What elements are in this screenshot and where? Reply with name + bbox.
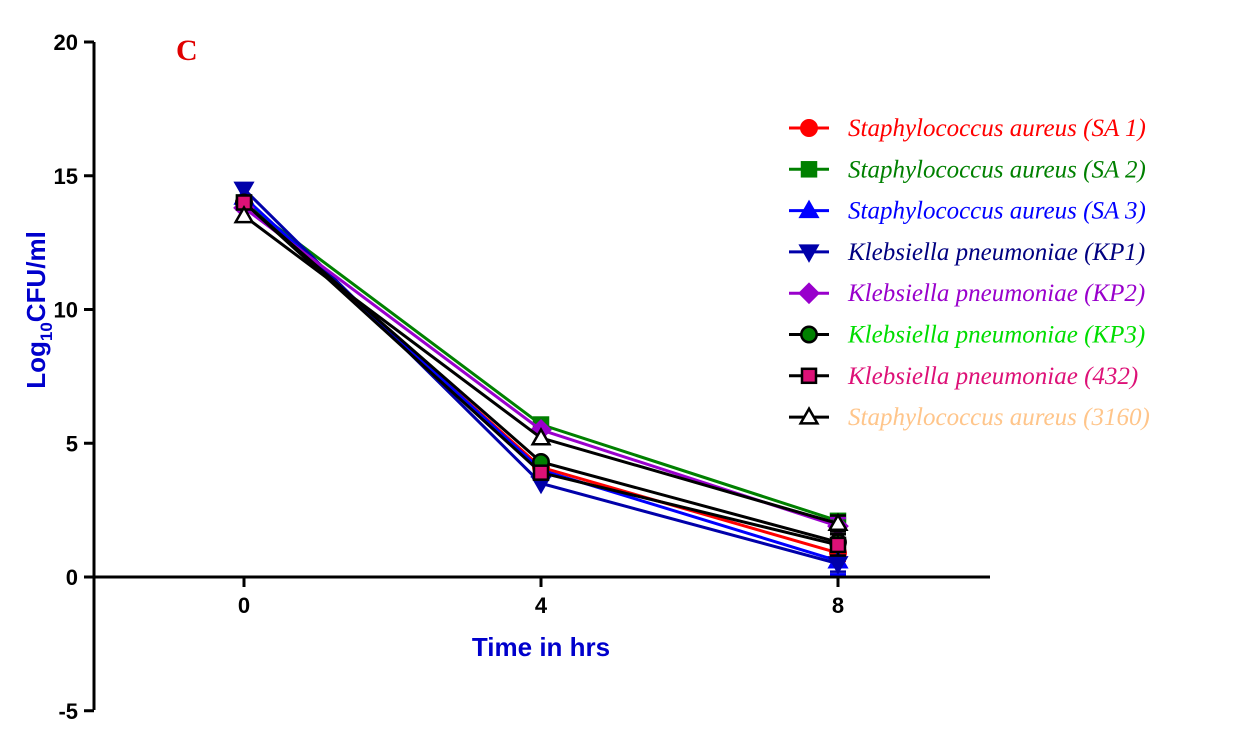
- y-tick-label: -5: [58, 699, 78, 724]
- legend-item-5: Klebsiella pneumoniae (KP2): [789, 280, 1145, 307]
- series-line: [243, 201, 839, 555]
- legend-item-1: Staphylococcus aureus (SA 1): [789, 115, 1146, 142]
- y-tick-label: 15: [54, 164, 78, 189]
- legend-label: Klebsiella pneumoniae (KP2): [847, 280, 1145, 307]
- legend-label: Klebsiella pneumoniae (432): [847, 363, 1138, 390]
- legend-item-3: Staphylococcus aureus (SA 3): [789, 198, 1146, 225]
- axes: 20 15 10 5 0 -5 0 4 8: [54, 30, 990, 724]
- data-point: [532, 464, 550, 481]
- legend-label: Klebsiella pneumoniae (KP3): [847, 322, 1145, 349]
- data-point: [827, 556, 849, 575]
- series-7: [235, 194, 847, 557]
- data-point: [233, 204, 255, 224]
- legend-marker: [800, 119, 818, 137]
- series-line: [242, 188, 839, 566]
- legend: Staphylococcus aureus (SA 1) Staphylococc…: [789, 115, 1150, 431]
- x-tick-label: 0: [238, 593, 250, 618]
- x-tick-label: 4: [535, 593, 548, 618]
- legend-item-6: Klebsiella pneumoniae (KP3): [789, 322, 1145, 349]
- x-axis-title: Time in hrs: [472, 632, 610, 662]
- y-tick-label: 0: [66, 565, 78, 590]
- legend-marker: [798, 406, 820, 425]
- legend-marker: [798, 199, 820, 219]
- y-axis-title: Log10CFU/ml: [21, 231, 56, 389]
- x-tick-label: 8: [832, 593, 844, 618]
- y-tick-label: 20: [54, 30, 78, 55]
- data-point: [233, 181, 255, 201]
- data-point: [829, 536, 847, 554]
- legend-marker: [800, 161, 818, 178]
- y-tick-label: 5: [66, 431, 78, 456]
- legend-label: Staphylococcus aureus (3160): [848, 404, 1150, 431]
- legend-label: Staphylococcus aureus (SA 2): [848, 156, 1146, 183]
- series-6: [235, 193, 847, 552]
- legend-label: Staphylococcus aureus (SA 3): [848, 198, 1146, 225]
- series-4: [233, 181, 849, 575]
- y-axis-title-subscript: 10: [37, 322, 56, 341]
- legend-marker: [800, 325, 818, 344]
- series-8: [233, 204, 849, 533]
- y-axis-title-tail: CFU/ml: [21, 231, 51, 322]
- legend-item-4: Klebsiella pneumoniae (KP1): [789, 239, 1145, 266]
- series-layer: [233, 181, 849, 576]
- legend-marker: [798, 282, 820, 305]
- legend-marker: [798, 244, 820, 263]
- legend-item-2: Staphylococcus aureus (SA 2): [789, 156, 1146, 183]
- y-tick-label: 10: [54, 298, 78, 323]
- series-1: [235, 193, 847, 563]
- series-line: [242, 196, 839, 563]
- legend-item-8: Staphylococcus aureus (3160): [789, 404, 1150, 431]
- panel-label: C: [176, 34, 198, 67]
- y-axis-title-main: Log: [21, 341, 51, 389]
- legend-label: Staphylococcus aureus (SA 1): [848, 115, 1146, 142]
- series-3: [233, 186, 849, 576]
- data-point: [530, 426, 552, 446]
- legend-label: Klebsiella pneumoniae (KP1): [847, 239, 1145, 266]
- legend-item-7: Klebsiella pneumoniae (432): [789, 363, 1138, 390]
- data-point: [827, 512, 849, 532]
- legend-marker: [800, 367, 818, 385]
